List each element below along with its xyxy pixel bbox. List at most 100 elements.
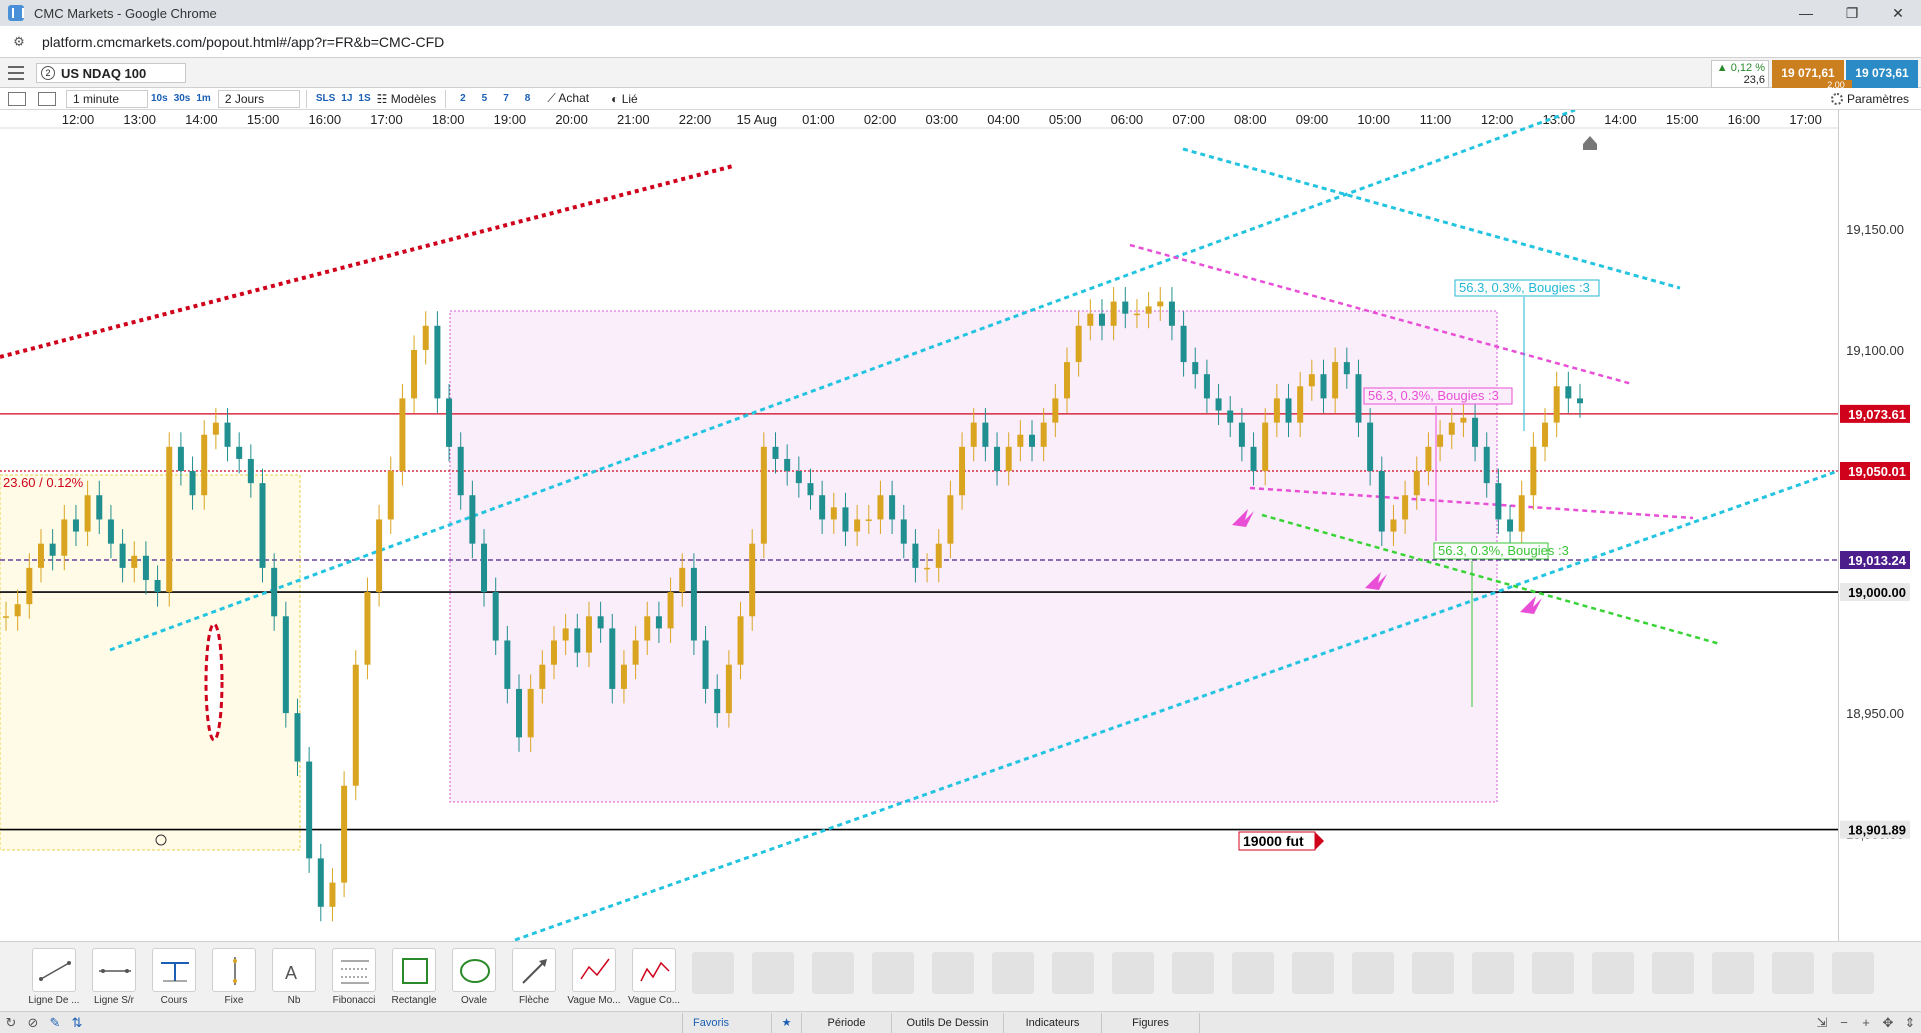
candle-body <box>329 882 336 907</box>
time-tick-label: 16:00 <box>309 112 342 127</box>
model-2-button[interactable]: 2 <box>460 93 466 104</box>
trend-line-icon <box>32 948 76 992</box>
buy-price-button[interactable]: 19 073,61 <box>1846 60 1918 88</box>
drawing-tool-oval[interactable]: Ovale <box>446 948 502 1010</box>
price-tick-label: 19,100.00 <box>1846 343 1904 358</box>
empty-tool-slot[interactable] <box>1772 952 1814 994</box>
model-7-button[interactable]: 7 <box>503 93 509 104</box>
empty-tool-slot[interactable] <box>992 952 1034 994</box>
drawing-tool-wave[interactable]: Vague Mo... <box>566 948 622 1010</box>
drawing-tool-text[interactable]: A Nb <box>266 948 322 1010</box>
empty-tool-slot[interactable] <box>1712 952 1754 994</box>
change-points: 23,6 <box>1743 74 1765 86</box>
empty-tool-slot[interactable] <box>872 952 914 994</box>
instrument-bar: 2 US NDAQ 100 <box>0 58 1921 88</box>
range-1j-button[interactable]: 1J <box>341 93 353 104</box>
range-select[interactable]: 2 Jours <box>217 89 300 108</box>
url-field[interactable]: platform.cmcmarkets.com/popout.html#/app… <box>42 33 445 50</box>
tab-outils-de-dessin[interactable]: Outils De Dessin <box>892 1012 1004 1033</box>
settings-button[interactable]: Paramètres <box>1830 88 1909 110</box>
candle-body <box>772 446 779 459</box>
price-chart[interactable]: 12:00 13:00 14:00 15:00 16:00 17:00 18:00 19:00… <box>0 110 1921 941</box>
cancel-icon[interactable]: ⊘ <box>27 1014 39 1030</box>
tab-indicateurs[interactable]: Indicateurs <box>1004 1012 1102 1033</box>
empty-tool-slot[interactable] <box>1652 952 1694 994</box>
interval-10s-button[interactable]: 10s <box>151 93 168 104</box>
price-axis[interactable] <box>1838 110 1921 941</box>
empty-tool-slot[interactable] <box>1052 952 1094 994</box>
bottom-tab-bar: ↻ ⊘ ✎ ⇅ Favoris ★ Période Outils De Dess… <box>0 1011 1921 1033</box>
interval-30s-button[interactable]: 30s <box>173 93 191 104</box>
drawing-tool-price-line[interactable]: Cours <box>146 948 202 1010</box>
drawing-tool-sr-line[interactable]: Ligne S/r <box>86 948 142 1010</box>
close-icon[interactable]: ✕ <box>1892 4 1904 21</box>
instrument-selector[interactable]: 2 US NDAQ 100 <box>36 63 186 83</box>
drawing-tool-arrow[interactable]: Flèche <box>506 948 562 1010</box>
chart-type-icon[interactable] <box>8 91 26 106</box>
empty-tool-slot[interactable] <box>1232 952 1274 994</box>
interval-1m-button[interactable]: 1m <box>196 93 211 104</box>
empty-tool-slot[interactable] <box>1112 952 1154 994</box>
site-info-icon[interactable]: ⚙ <box>13 33 25 49</box>
tab-figures[interactable]: Figures <box>1102 1012 1200 1033</box>
candle-body <box>1530 446 1537 496</box>
drawing-tool-fixed-line[interactable]: Fixe <box>206 948 262 1010</box>
favorites-star-icon[interactable]: ★ <box>772 1012 802 1033</box>
model-5-button[interactable]: 5 <box>481 93 488 104</box>
empty-tool-slot[interactable] <box>1832 952 1874 994</box>
empty-tool-slot[interactable] <box>1412 952 1454 994</box>
model-8-button[interactable]: 8 <box>524 93 531 104</box>
empty-tool-slot[interactable] <box>932 952 974 994</box>
drawing-tool-fibonacci[interactable]: Fibonacci <box>326 948 382 1010</box>
empty-tool-slot[interactable] <box>752 952 794 994</box>
chart-area[interactable]: 12:00 13:00 14:00 15:00 16:00 17:00 18:00 19:00… <box>0 110 1921 941</box>
drawing-tool-wave-corrective[interactable]: Vague Co... <box>626 948 682 1010</box>
candle-body <box>609 628 616 689</box>
buy-toggle[interactable]: ⟋ Achat <box>547 91 590 105</box>
empty-tool-slot[interactable] <box>1172 952 1214 994</box>
empty-tool-slot[interactable] <box>1352 952 1394 994</box>
zoom-in-icon[interactable]: + <box>1862 1014 1870 1030</box>
candle-body <box>516 688 523 738</box>
chart-toolbar: 1 minute 10s 30s 1m 2 Jours SLS 1J 1S ☷ … <box>0 88 1921 110</box>
restore-icon[interactable]: ❐ <box>1845 4 1859 21</box>
zoom-out-icon[interactable]: − <box>1840 1014 1848 1030</box>
tab-favoris[interactable]: Favoris <box>682 1012 772 1033</box>
candle-body <box>1203 374 1210 399</box>
price-tag-box <box>1840 820 1910 839</box>
hamburger-menu-icon[interactable] <box>8 66 24 80</box>
candle-body <box>854 519 861 532</box>
vertical-scale-icon[interactable]: ⇕ <box>1904 1014 1916 1030</box>
range-sls-button[interactable]: SLS <box>315 93 336 104</box>
sell-price-button[interactable]: 19 071,61 <box>1772 60 1844 88</box>
fit-icon[interactable]: ⇲ <box>1816 1014 1828 1030</box>
empty-tool-slot[interactable] <box>1472 952 1514 994</box>
tab-periode[interactable]: Période <box>802 1012 892 1033</box>
move-icon[interactable]: ✥ <box>1882 1014 1894 1030</box>
empty-tool-slot[interactable] <box>812 952 854 994</box>
layout-grid-icon[interactable] <box>38 91 56 106</box>
refresh-icon[interactable]: ↻ <box>5 1014 17 1030</box>
empty-tool-slot[interactable] <box>1292 952 1334 994</box>
interval-select[interactable]: 1 minute <box>66 89 148 108</box>
candle-body <box>585 616 592 653</box>
magnet-icon[interactable]: ⇅ <box>71 1014 83 1030</box>
minimize-icon[interactable]: — <box>1799 5 1813 21</box>
price-tag-label: 19,073.61 <box>1848 407 1906 422</box>
candle-body <box>1343 362 1350 375</box>
link-toggle[interactable]: ◐ Lié <box>611 91 638 106</box>
candle-body <box>550 640 557 665</box>
empty-tool-slot[interactable] <box>1592 952 1634 994</box>
pencil-icon[interactable]: ✎ <box>49 1014 61 1030</box>
models-button[interactable]: ☷ Modèles <box>376 91 437 106</box>
drawing-tool-rectangle[interactable]: Rectangle <box>386 948 442 1010</box>
candle-body <box>1542 422 1549 447</box>
empty-tool-slot[interactable] <box>692 952 734 994</box>
candle-body <box>1040 422 1047 447</box>
crosshair-anchor <box>155 834 167 846</box>
drawing-tool-trend-line[interactable]: Ligne De ... <box>26 948 82 1010</box>
text-icon: A <box>272 948 316 992</box>
empty-tool-slot[interactable] <box>1532 952 1574 994</box>
candle-body <box>1273 398 1280 423</box>
range-1s-button[interactable]: 1S <box>358 93 371 104</box>
